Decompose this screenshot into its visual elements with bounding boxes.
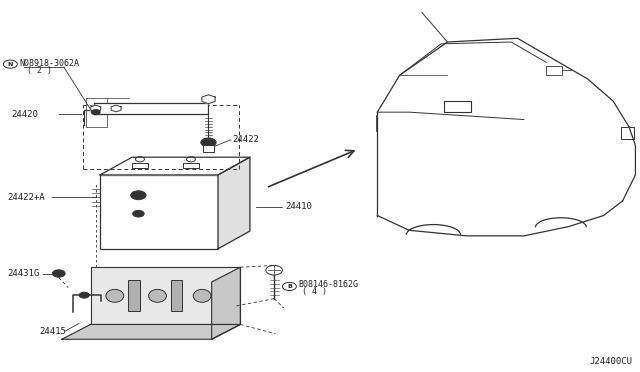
Text: 24415: 24415 — [40, 327, 67, 336]
Ellipse shape — [193, 289, 211, 302]
Bar — [100, 175, 218, 249]
Bar — [203, 145, 214, 152]
Text: B08146-8162G: B08146-8162G — [298, 280, 358, 289]
Polygon shape — [202, 95, 215, 104]
Polygon shape — [94, 103, 209, 114]
Polygon shape — [218, 157, 250, 249]
Text: 24422+A: 24422+A — [8, 193, 45, 202]
Circle shape — [132, 211, 144, 217]
Bar — [183, 163, 198, 169]
Text: ( 4 ): ( 4 ) — [302, 288, 327, 296]
Ellipse shape — [106, 289, 124, 302]
Circle shape — [131, 191, 146, 200]
Circle shape — [201, 138, 216, 147]
Text: ( 2 ): ( 2 ) — [27, 65, 52, 74]
Polygon shape — [100, 157, 250, 175]
Text: 24431G: 24431G — [8, 269, 40, 278]
Polygon shape — [91, 105, 100, 112]
Bar — [132, 163, 148, 169]
Text: N08918-3062A: N08918-3062A — [19, 58, 79, 68]
Text: 24420: 24420 — [11, 109, 38, 119]
Text: B: B — [287, 284, 292, 289]
Polygon shape — [62, 324, 241, 339]
Text: 24422: 24422 — [233, 135, 260, 144]
Text: 24410: 24410 — [285, 202, 312, 211]
Text: N: N — [8, 62, 13, 67]
Polygon shape — [111, 105, 121, 112]
Circle shape — [79, 292, 90, 298]
Circle shape — [52, 270, 65, 277]
Polygon shape — [91, 267, 241, 324]
Bar — [171, 280, 182, 311]
Polygon shape — [212, 267, 241, 339]
Circle shape — [92, 110, 100, 115]
Bar — [128, 280, 140, 311]
Ellipse shape — [148, 289, 166, 302]
Bar — [444, 101, 471, 112]
Text: J24400CU: J24400CU — [589, 357, 632, 366]
